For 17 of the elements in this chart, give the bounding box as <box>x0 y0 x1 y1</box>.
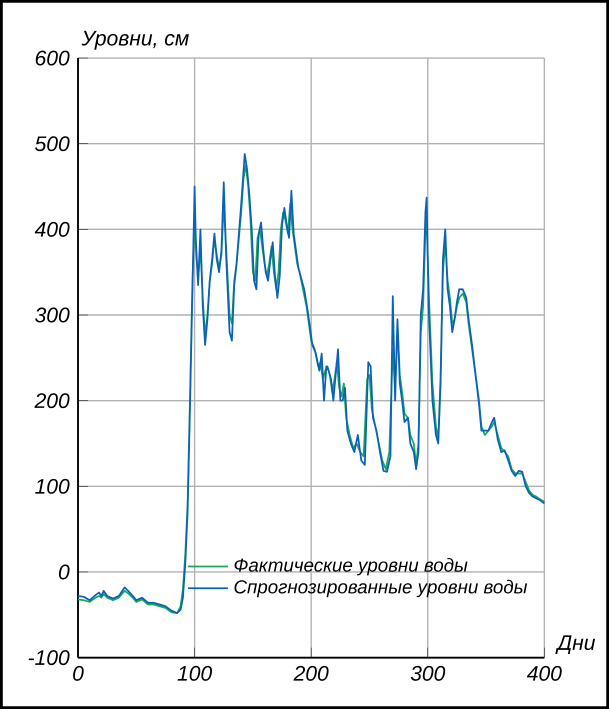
y-tick-label: 600 <box>36 50 70 66</box>
y-tick-label: 100 <box>35 478 70 494</box>
y-tick-label: 0 <box>58 564 70 580</box>
legend-label: Спрогнозированные уровни воды <box>234 580 528 598</box>
x-axis-title: Дни <box>555 635 596 654</box>
y-axis-title: Уровни, см <box>82 30 189 50</box>
legend-label: Фактические уровни воды <box>234 558 468 576</box>
x-tick-label: 200 <box>293 666 329 681</box>
y-tick-label: -100 <box>28 650 70 666</box>
x-tick-label: 0 <box>73 666 84 681</box>
y-tick-label: 400 <box>34 222 70 237</box>
y-tick-label: 500 <box>35 136 70 152</box>
y-tick-label: 300 <box>35 308 70 322</box>
y-tick-label: 200 <box>34 393 70 408</box>
x-tick-label: 100 <box>178 666 212 681</box>
x-tick-label: 400 <box>526 666 562 681</box>
x-tick-label: 300 <box>410 666 446 681</box>
